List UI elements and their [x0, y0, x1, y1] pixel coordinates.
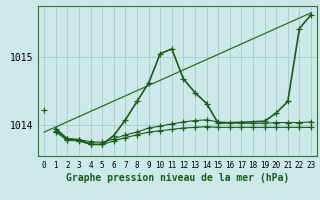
X-axis label: Graphe pression niveau de la mer (hPa): Graphe pression niveau de la mer (hPa)	[66, 173, 289, 183]
